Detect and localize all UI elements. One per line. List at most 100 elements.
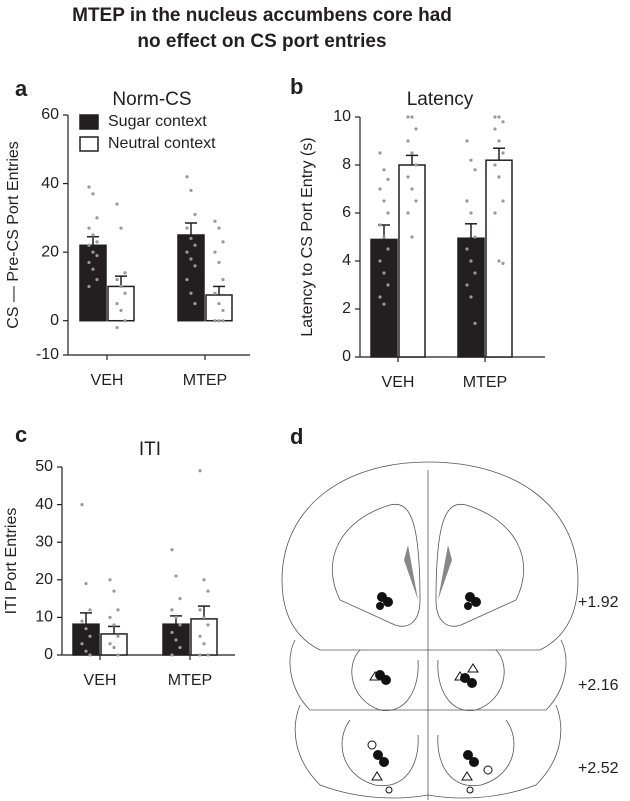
section-label: +1.92 — [578, 594, 619, 611]
x-tick-label: VEH — [91, 372, 124, 389]
data-point — [469, 158, 473, 162]
data-point — [469, 295, 473, 299]
data-point — [193, 301, 197, 306]
data-point — [185, 250, 189, 254]
data-point — [410, 115, 414, 119]
data-point — [501, 120, 505, 124]
y-tick-label: 2 — [342, 300, 351, 317]
data-point — [174, 638, 178, 642]
data-point — [382, 235, 386, 239]
x-tick-label: VEH — [382, 374, 415, 391]
data-point — [406, 139, 410, 143]
bar — [457, 237, 485, 358]
data-point — [87, 284, 91, 289]
y-tick-label: -10 — [36, 346, 59, 363]
y-tick-label: 0 — [44, 646, 53, 663]
data-point — [91, 233, 95, 237]
data-point — [497, 175, 501, 179]
data-point — [221, 308, 225, 313]
data-point — [108, 615, 112, 620]
panel-letter: c — [15, 422, 27, 447]
data-point — [115, 277, 119, 282]
data-point — [378, 187, 382, 191]
data-point — [116, 653, 120, 657]
data-point — [493, 127, 497, 131]
y-tick-label: 20 — [35, 571, 53, 588]
data-point — [189, 188, 193, 193]
bar — [177, 234, 205, 322]
data-point — [493, 163, 497, 167]
y-tick-label: 6 — [342, 204, 351, 221]
data-point — [465, 139, 469, 143]
bar — [100, 633, 128, 656]
data-point — [473, 321, 477, 325]
data-point — [84, 627, 88, 631]
data-point — [414, 199, 418, 203]
data-point — [80, 619, 84, 623]
panel-title: Norm-CS — [112, 89, 191, 110]
legend-label: Sugar context — [108, 113, 207, 130]
data-point — [406, 175, 410, 179]
data-point — [91, 192, 95, 196]
data-point — [95, 277, 99, 282]
data-point — [123, 271, 127, 275]
data-point — [115, 325, 119, 330]
data-point — [410, 187, 414, 191]
y-tick-label: 10 — [35, 609, 53, 626]
data-point — [206, 653, 210, 657]
data-point — [80, 503, 84, 507]
x-tick-label: VEH — [84, 672, 117, 689]
data-point — [174, 574, 178, 578]
data-point — [108, 578, 112, 582]
data-point — [189, 236, 193, 241]
data-point — [108, 642, 112, 646]
data-point — [116, 634, 120, 638]
data-point — [378, 223, 382, 227]
data-point — [217, 226, 221, 230]
figure-title: MTEP in the nucleus accumbens core had — [72, 5, 452, 26]
y-axis-label: ITI Port Entries — [3, 508, 20, 615]
data-point — [202, 578, 206, 582]
data-point — [119, 308, 123, 313]
data-point — [116, 608, 120, 612]
data-point — [217, 319, 221, 323]
data-point — [87, 243, 91, 247]
data-point — [493, 211, 497, 215]
y-tick-label: 10 — [333, 108, 351, 125]
data-point — [501, 261, 505, 265]
data-point — [217, 260, 221, 265]
data-point — [87, 226, 91, 230]
data-point — [193, 243, 197, 247]
data-point — [185, 277, 189, 282]
data-point — [465, 283, 469, 287]
data-point — [382, 199, 386, 203]
panel-letter: b — [290, 74, 303, 99]
panel-letter: a — [15, 76, 28, 101]
legend-label: Neutral context — [108, 135, 216, 152]
data-point — [112, 623, 116, 627]
data-point — [80, 642, 84, 646]
data-point — [193, 264, 197, 268]
y-tick-label: 8 — [342, 156, 351, 173]
data-point — [497, 115, 501, 119]
y-tick-label: 20 — [41, 243, 59, 260]
x-tick-label: MTEP — [183, 372, 227, 389]
y-tick-label: 0 — [342, 348, 351, 365]
data-point — [174, 615, 178, 620]
data-point — [119, 226, 123, 230]
data-point — [185, 175, 189, 179]
data-point — [469, 259, 473, 263]
data-point — [221, 277, 225, 282]
data-point — [95, 216, 99, 220]
data-point — [84, 649, 88, 653]
data-point — [406, 115, 410, 119]
data-point — [382, 271, 386, 275]
data-point — [87, 260, 91, 265]
data-point — [206, 623, 210, 627]
data-point — [213, 291, 217, 295]
data-point — [501, 199, 505, 203]
data-point — [221, 319, 225, 323]
data-point — [84, 581, 88, 586]
data-point — [115, 301, 119, 306]
